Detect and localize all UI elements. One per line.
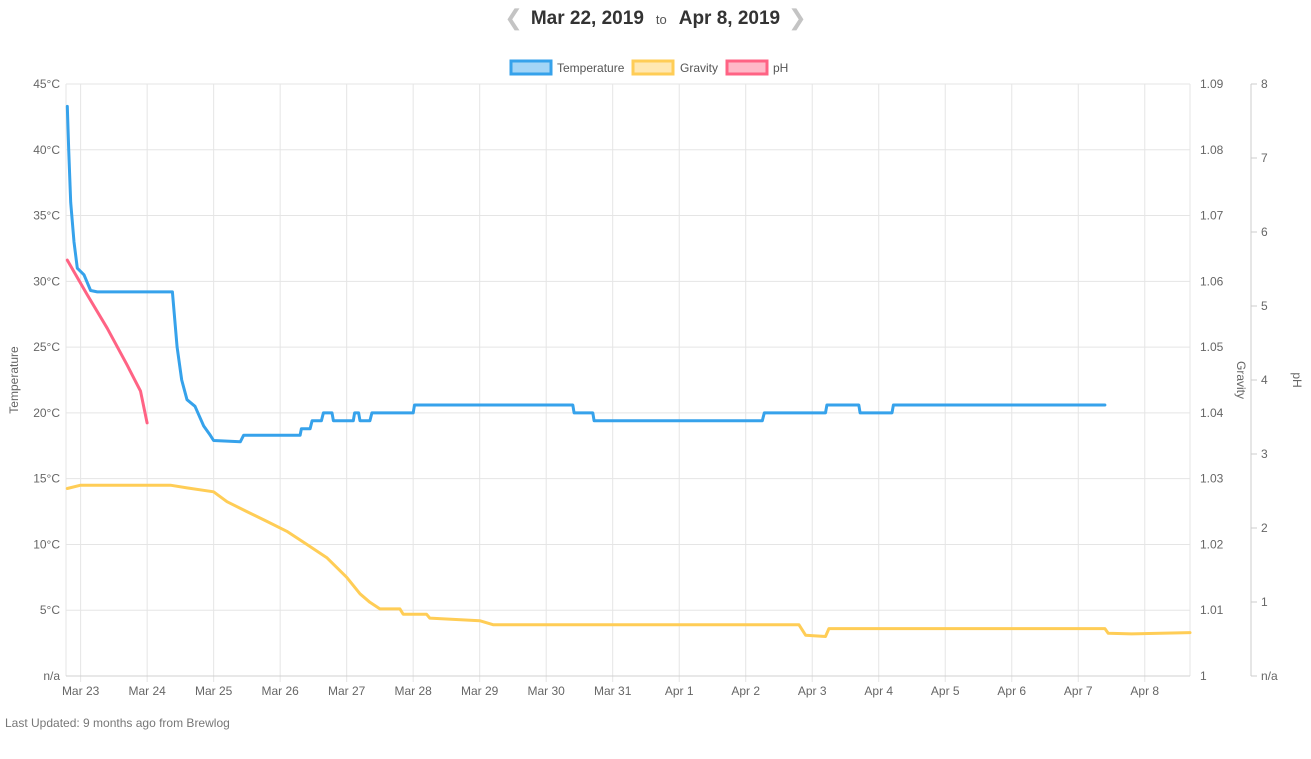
date-navigation: ❮ Mar 22, 2019 to Apr 8, 2019 ❯	[504, 6, 806, 32]
end-date[interactable]: Apr 8, 2019	[678, 8, 781, 29]
x-tick-label: Apr 6	[997, 684, 1026, 698]
temperature-series-line	[65, 104, 1107, 444]
x-tick-label: Apr 7	[1064, 684, 1093, 698]
gravity-tick-label: 1	[1200, 669, 1207, 683]
temperature-tick-label: 5°C	[40, 603, 60, 617]
temperature-tick-label: 10°C	[33, 537, 60, 551]
chart-axes: n/a 5°C 10°C 15°C 20°C 25°C 30°C 35°C 40°C 45°C 1 1…	[7, 77, 1304, 698]
legend-label-temperature[interactable]: Temperature	[557, 61, 625, 75]
ph-tick-label: n/a	[1261, 669, 1278, 683]
chart-grid	[65, 83, 1191, 682]
ph-tick-label: 8	[1261, 77, 1268, 91]
x-tick-label: Apr 3	[798, 684, 827, 698]
ph-tick-label: 5	[1261, 299, 1268, 313]
temperature-tick-label: 45°C	[33, 77, 60, 91]
x-tick-label: Apr 2	[731, 684, 760, 698]
temperature-axis-title: Temperature	[7, 346, 21, 414]
ph-tick-label: 2	[1261, 521, 1268, 535]
gravity-tick-label: 1.01	[1200, 603, 1224, 617]
gravity-tick-label: 1.09	[1200, 77, 1224, 91]
gravity-tick-label: 1.02	[1200, 537, 1224, 551]
temperature-tick-label: 20°C	[33, 406, 60, 420]
x-tick-label: Apr 8	[1130, 684, 1159, 698]
x-tick-label: Mar 24	[128, 684, 166, 698]
legend-swatch-temperature[interactable]	[509, 59, 553, 76]
gravity-tick-label: 1.06	[1200, 274, 1224, 288]
legend-swatch-ph[interactable]	[725, 59, 769, 76]
gravity-tick-label: 1.08	[1200, 143, 1224, 157]
gravity-series-line	[65, 483, 1192, 638]
gravity-axis-title: Gravity	[1234, 361, 1248, 399]
x-tick-label: Apr 5	[931, 684, 960, 698]
chart-legend[interactable]: Temperature Gravity pH	[509, 59, 788, 76]
temperature-tick-label: 25°C	[33, 340, 60, 354]
x-tick-label: Mar 23	[62, 684, 100, 698]
gravity-tick-label: 1.05	[1200, 340, 1224, 354]
temperature-tick-label: n/a	[43, 669, 60, 683]
ph-axis-title: pH	[1290, 372, 1304, 387]
temperature-tick-label: 40°C	[33, 143, 60, 157]
ph-tick-label: 1	[1261, 595, 1268, 609]
legend-swatch-gravity[interactable]	[631, 59, 675, 76]
gravity-tick-label: 1.03	[1200, 472, 1224, 486]
gravity-tick-label: 1.07	[1200, 209, 1224, 223]
x-tick-label: Apr 1	[665, 684, 694, 698]
chevron-right-icon[interactable]: ❯	[788, 6, 807, 31]
temperature-tick-label: 30°C	[33, 274, 60, 288]
start-date[interactable]: Mar 22, 2019	[530, 8, 644, 29]
temperature-tick-label: 15°C	[33, 472, 60, 486]
gravity-tick-label: 1.04	[1200, 406, 1224, 420]
legend-label-gravity[interactable]: Gravity	[680, 61, 718, 75]
x-tick-label: Mar 30	[528, 684, 566, 698]
last-updated-text: Last Updated: 9 months ago from Brewlog	[5, 716, 230, 730]
chevron-left-icon[interactable]: ❮	[504, 6, 523, 31]
to-label: to	[655, 11, 667, 27]
x-tick-label: Mar 27	[328, 684, 366, 698]
temperature-tick-label: 35°C	[33, 209, 60, 223]
date-range-header: ❮ Mar 22, 2019 to Apr 8, 2019 ❯	[0, 6, 1311, 32]
x-tick-label: Mar 28	[394, 684, 432, 698]
ph-series-line	[65, 258, 149, 425]
ph-tick-label: 7	[1261, 151, 1268, 165]
x-tick-label: Mar 26	[261, 684, 299, 698]
ph-tick-label: 3	[1261, 447, 1268, 461]
x-tick-label: Mar 29	[461, 684, 499, 698]
ph-tick-label: 6	[1261, 225, 1268, 239]
legend-label-ph[interactable]: pH	[773, 61, 788, 75]
ph-tick-label: 4	[1261, 373, 1268, 387]
x-tick-label: Mar 31	[594, 684, 632, 698]
x-tick-label: Mar 25	[195, 684, 233, 698]
x-tick-label: Apr 4	[864, 684, 893, 698]
chart-series	[65, 104, 1192, 638]
